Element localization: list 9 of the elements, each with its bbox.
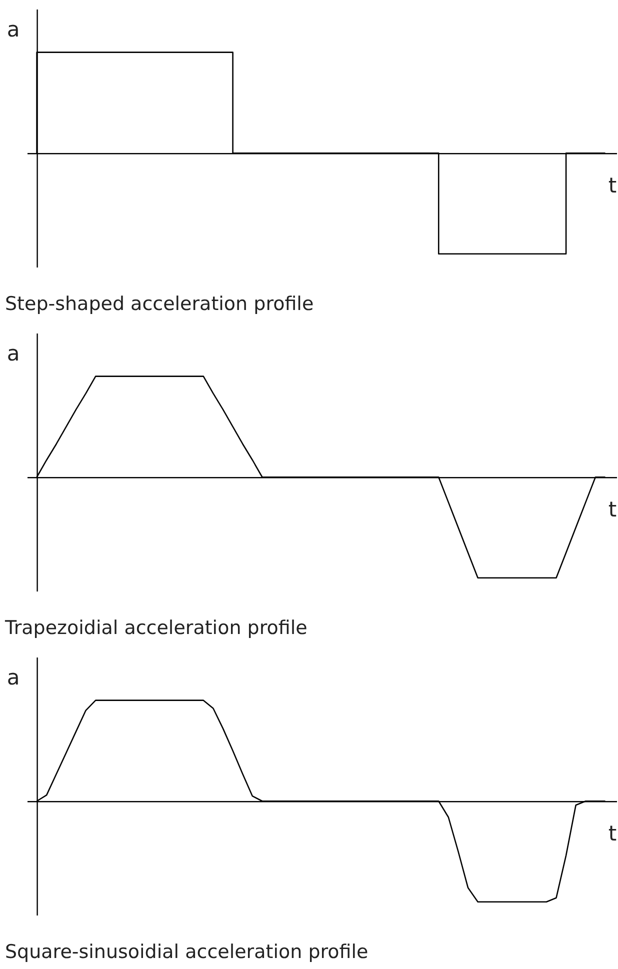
text: Trapezoidial acceleration profile	[4, 617, 308, 639]
text: Square-sinusoidial acceleration profile	[5, 941, 368, 963]
x-axis-title: t	[608, 822, 617, 846]
x-axis-title: t	[608, 174, 617, 198]
y-axis-title: a	[6, 666, 20, 690]
text: Step-shaped acceleration profile	[5, 293, 314, 315]
y-axis-title: a	[6, 342, 20, 366]
x-axis-title: t	[608, 498, 617, 522]
y-axis-title: a	[6, 18, 20, 42]
